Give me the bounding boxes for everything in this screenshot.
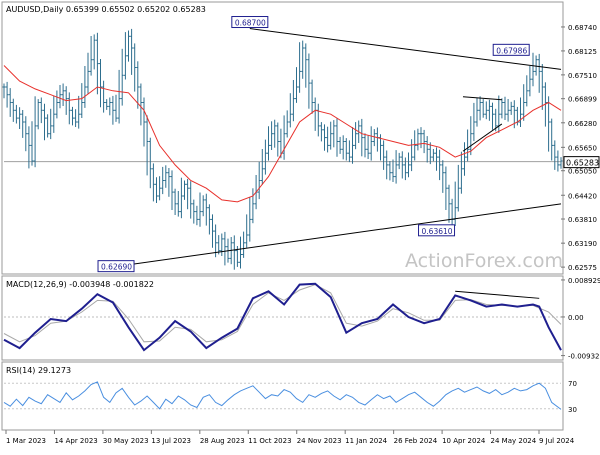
price-annotation: 0.63610 bbox=[418, 224, 456, 237]
x-tick-label: 24 Nov 2023 bbox=[297, 437, 342, 445]
x-tick-label: 10 Apr 2024 bbox=[442, 437, 486, 445]
price-tick-label: 0.64420 bbox=[568, 192, 597, 200]
price-panel-frame bbox=[1, 1, 564, 275]
x-tick-label: 26 Feb 2024 bbox=[394, 437, 438, 445]
price-tick-label: 0.63810 bbox=[568, 216, 597, 224]
x-axis: 1 Mar 2023 14 Apr 2023 30 May 2023 13 Jul 2… bbox=[5, 430, 575, 445]
x-tick-label: 14 Apr 2023 bbox=[54, 437, 97, 445]
last-price-label: 0.65283 bbox=[566, 159, 599, 168]
price-trendlines bbox=[115, 28, 562, 268]
x-tick-label: 13 Jul 2023 bbox=[151, 437, 191, 445]
price-tick-label: 0.67510 bbox=[568, 72, 597, 80]
price-tick-label: 0.65650 bbox=[568, 144, 597, 152]
watermark: ActionForex.com bbox=[405, 250, 563, 272]
rsi-line bbox=[3, 381, 562, 410]
price-annotation-box bbox=[418, 224, 456, 237]
price-annotation-box bbox=[97, 260, 135, 273]
rsi-tick-label: 70 bbox=[568, 380, 577, 388]
price-trendline bbox=[462, 123, 503, 152]
price-tick-label: 0.65050 bbox=[568, 168, 597, 176]
macd-trendlines bbox=[455, 290, 540, 299]
price-tick-label: 0.63190 bbox=[568, 240, 597, 248]
price-header: AUDUSD,Daily 0.65399 0.65502 0.65202 0.6… bbox=[6, 5, 206, 14]
price-annotation-box bbox=[492, 43, 530, 56]
price-annotation-label: 0.62690 bbox=[101, 263, 132, 272]
price-tick-label: 0.68125 bbox=[568, 48, 597, 56]
macd-trendline bbox=[455, 290, 540, 299]
macd-line bbox=[3, 282, 562, 352]
price-tick-label: 0.62575 bbox=[568, 264, 597, 272]
x-tick-label: 9 Jul 2024 bbox=[539, 437, 575, 445]
price-annotation-label: 0.67986 bbox=[496, 46, 527, 55]
macd-header: MACD(12,26,9) -0.003948 -0.001822 bbox=[6, 280, 154, 289]
price-annotation-label: 0.68700 bbox=[235, 19, 266, 28]
last-price-tag-box bbox=[563, 156, 600, 169]
rsi-panel-frame bbox=[1, 361, 564, 431]
price-annotation: 0.68700 bbox=[231, 16, 269, 29]
x-tick-label: 1 Mar 2023 bbox=[6, 437, 46, 445]
macd-tick-label: 0.00 bbox=[568, 314, 584, 322]
macd-tick-label: -0.009321 bbox=[568, 353, 600, 361]
x-tick-label: 28 Aug 2023 bbox=[200, 437, 245, 445]
price-annotation: 0.67986 bbox=[492, 43, 530, 56]
price-annotation-box bbox=[231, 16, 269, 29]
x-tick-label: 30 May 2023 bbox=[103, 437, 149, 445]
price-annotation-label: 0.63610 bbox=[422, 227, 453, 236]
x-tick-label: 24 May 2024 bbox=[491, 437, 537, 445]
price-trendline bbox=[115, 203, 562, 268]
price-bars bbox=[2, 28, 563, 270]
price-annotation: 0.62690 bbox=[97, 260, 135, 273]
rsi-axis: 70 30 bbox=[4, 380, 577, 414]
rsi-header: RSI(14) 29.1273 bbox=[6, 366, 71, 375]
macd-panel-frame bbox=[1, 275, 564, 361]
moving-average-line bbox=[3, 65, 562, 203]
rsi-tick-label: 30 bbox=[568, 406, 577, 414]
price-tick-label: 0.66899 bbox=[568, 96, 597, 104]
price-trendline bbox=[462, 96, 502, 101]
last-price-tag: 0.65283 bbox=[563, 156, 600, 169]
macd-axis: 0.008929 0.00 -0.009321 bbox=[4, 277, 600, 361]
price-axis: 0.68740 0.68125 0.67510 0.66899 0.66280 0.656… bbox=[561, 24, 597, 272]
price-tick-label: 0.68740 bbox=[568, 24, 597, 32]
price-annotations: 0.68700 0.67986 0.63610 0.62690 bbox=[97, 16, 530, 273]
price-trendline bbox=[249, 28, 562, 70]
price-tick-label: 0.66280 bbox=[568, 120, 597, 128]
macd-tick-label: 0.008929 bbox=[568, 277, 600, 285]
x-tick-label: 11 Jan 2024 bbox=[345, 437, 388, 445]
x-tick-label: 11 Oct 2023 bbox=[248, 437, 291, 445]
